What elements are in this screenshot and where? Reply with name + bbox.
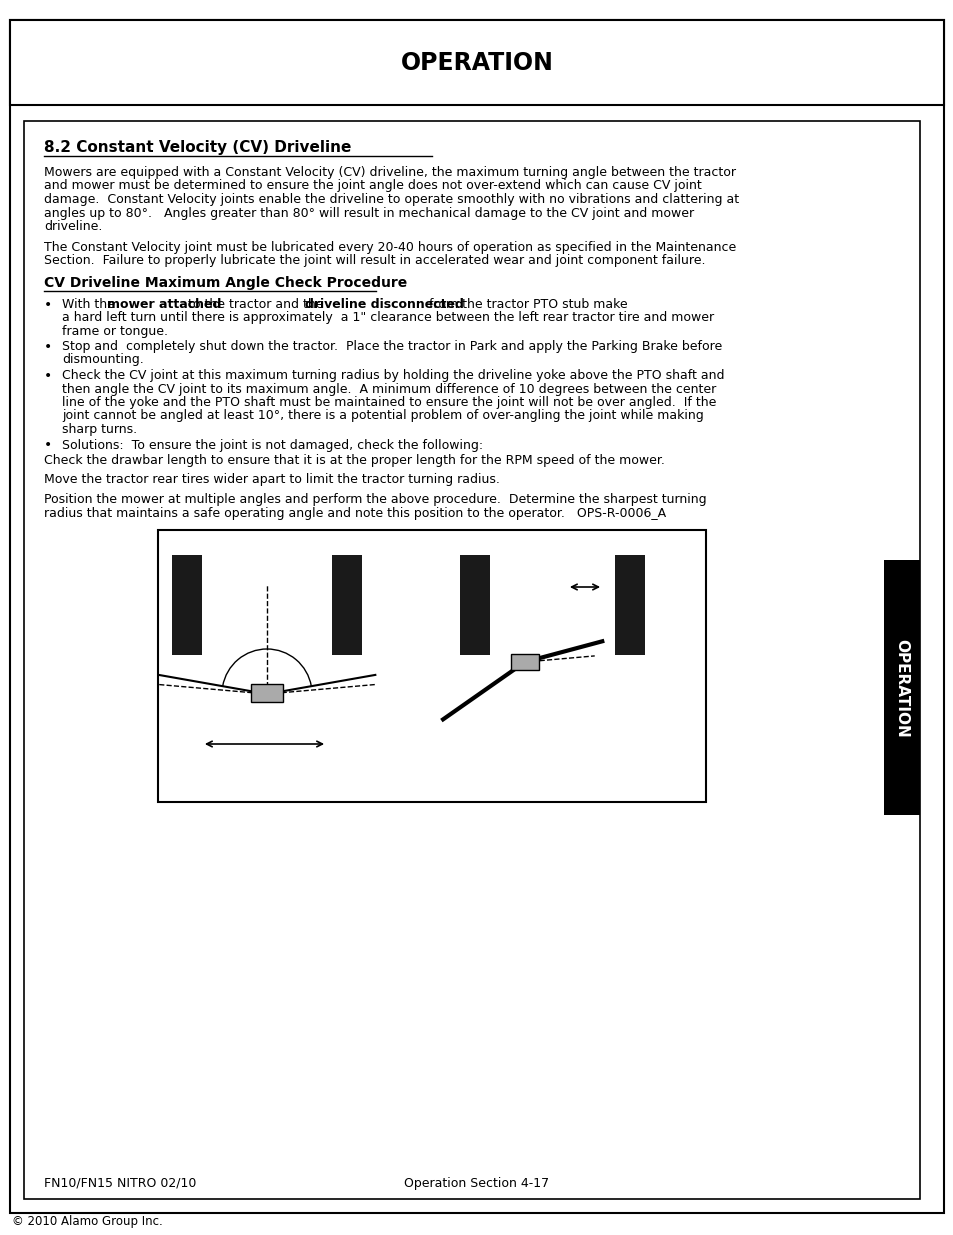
Text: Op-12: Op-12 — [413, 778, 451, 790]
Text: line of the yoke and the PTO shaft must be maintained to ensure the joint will n: line of the yoke and the PTO shaft must … — [62, 396, 716, 409]
Text: •: • — [44, 340, 52, 354]
Text: dismounting.: dismounting. — [62, 353, 144, 367]
Bar — [883, 559, 919, 815]
Text: Check the drawbar length to ensure that it is at the proper length for the RPM s: Check the drawbar length to ensure that … — [44, 454, 664, 467]
Bar — [172, 555, 202, 655]
Text: joint cannot be angled at least 10°, there is a potential problem of over-anglin: joint cannot be angled at least 10°, the… — [62, 410, 703, 422]
Text: The Constant Velocity joint must be lubricated every 20-40 hours of operation as: The Constant Velocity joint must be lubr… — [44, 241, 736, 253]
Text: 8.2 Constant Velocity (CV) Driveline: 8.2 Constant Velocity (CV) Driveline — [44, 140, 351, 156]
Bar — [511, 655, 538, 671]
Bar — [459, 555, 490, 655]
Text: Check the CV joint at this maximum turning radius by holding the driveline yoke : Check the CV joint at this maximum turni… — [62, 369, 723, 382]
Text: With the: With the — [62, 298, 119, 310]
Text: Stop and  completely shut down the tractor.  Place the tractor in Park and apply: Stop and completely shut down the tracto… — [62, 340, 721, 353]
Bar — [24, 121, 919, 1199]
Text: a hard left turn until there is approximately  a 1" clearance between the left r: a hard left turn until there is approxim… — [62, 311, 714, 324]
Bar — [251, 684, 283, 701]
Text: FN10/FN15 NITRO 02/10: FN10/FN15 NITRO 02/10 — [44, 1177, 196, 1189]
Text: Operation Section 4-17: Operation Section 4-17 — [404, 1177, 549, 1189]
Text: radius that maintains a safe operating angle and note this position to the opera: radius that maintains a safe operating a… — [44, 506, 665, 520]
Text: CV Driveline Maximum Angle Check Procedure: CV Driveline Maximum Angle Check Procedu… — [44, 275, 407, 289]
Text: Mowers are equipped with a Constant Velocity (CV) driveline, the maximum turning: Mowers are equipped with a Constant Velo… — [44, 165, 735, 179]
Text: Position the mower at multiple angles and perform the above procedure.  Determin: Position the mower at multiple angles an… — [44, 493, 706, 506]
Bar — [10, 20, 943, 105]
Text: from the tractor PTO stub make: from the tractor PTO stub make — [424, 298, 627, 310]
Text: and mower must be determined to ensure the joint angle does not over-extend whic: and mower must be determined to ensure t… — [44, 179, 701, 193]
Text: Move the tractor rear tires wider apart to limit the tractor turning radius.: Move the tractor rear tires wider apart … — [44, 473, 499, 487]
Bar — [615, 555, 644, 655]
Text: sharp turns.: sharp turns. — [62, 424, 137, 436]
Text: angles up to 80°.   Angles greater than 80° will result in mechanical damage to : angles up to 80°. Angles greater than 80… — [44, 206, 694, 220]
Text: driveline.: driveline. — [44, 220, 102, 233]
Text: to the tractor and the: to the tractor and the — [184, 298, 327, 310]
Bar — [332, 555, 361, 655]
Text: CONSTANT VELOCITY JOINT-MAXIMUM ANGLE CHECK: CONSTANT VELOCITY JOINT-MAXIMUM ANGLE CH… — [215, 762, 648, 778]
Text: frame or tongue.: frame or tongue. — [62, 325, 168, 337]
Text: •: • — [44, 298, 52, 311]
Text: © 2010 Alamo Group Inc.: © 2010 Alamo Group Inc. — [12, 1214, 163, 1228]
Text: then angle the CV joint to its maximum angle.  A minimum difference of 10 degree: then angle the CV joint to its maximum a… — [62, 383, 716, 395]
Text: damage.  Constant Velocity joints enable the driveline to operate smoothly with : damage. Constant Velocity joints enable … — [44, 193, 739, 206]
Text: Section.  Failure to properly lubricate the joint will result in accelerated wea: Section. Failure to properly lubricate t… — [44, 254, 705, 267]
Text: mower attached: mower attached — [108, 298, 222, 310]
Text: •: • — [44, 438, 52, 452]
Text: Solutions:  To ensure the joint is not damaged, check the following:: Solutions: To ensure the joint is not da… — [62, 438, 482, 452]
Text: 10°: 10° — [604, 580, 629, 594]
Text: OPERATION: OPERATION — [400, 51, 553, 75]
Bar — [158, 530, 705, 802]
Text: 80°: 80° — [206, 655, 232, 669]
Text: OPERATION: OPERATION — [894, 638, 908, 737]
Text: •: • — [44, 369, 52, 383]
Text: 80°: 80° — [294, 655, 320, 669]
Text: driveline disconnected: driveline disconnected — [305, 298, 463, 310]
